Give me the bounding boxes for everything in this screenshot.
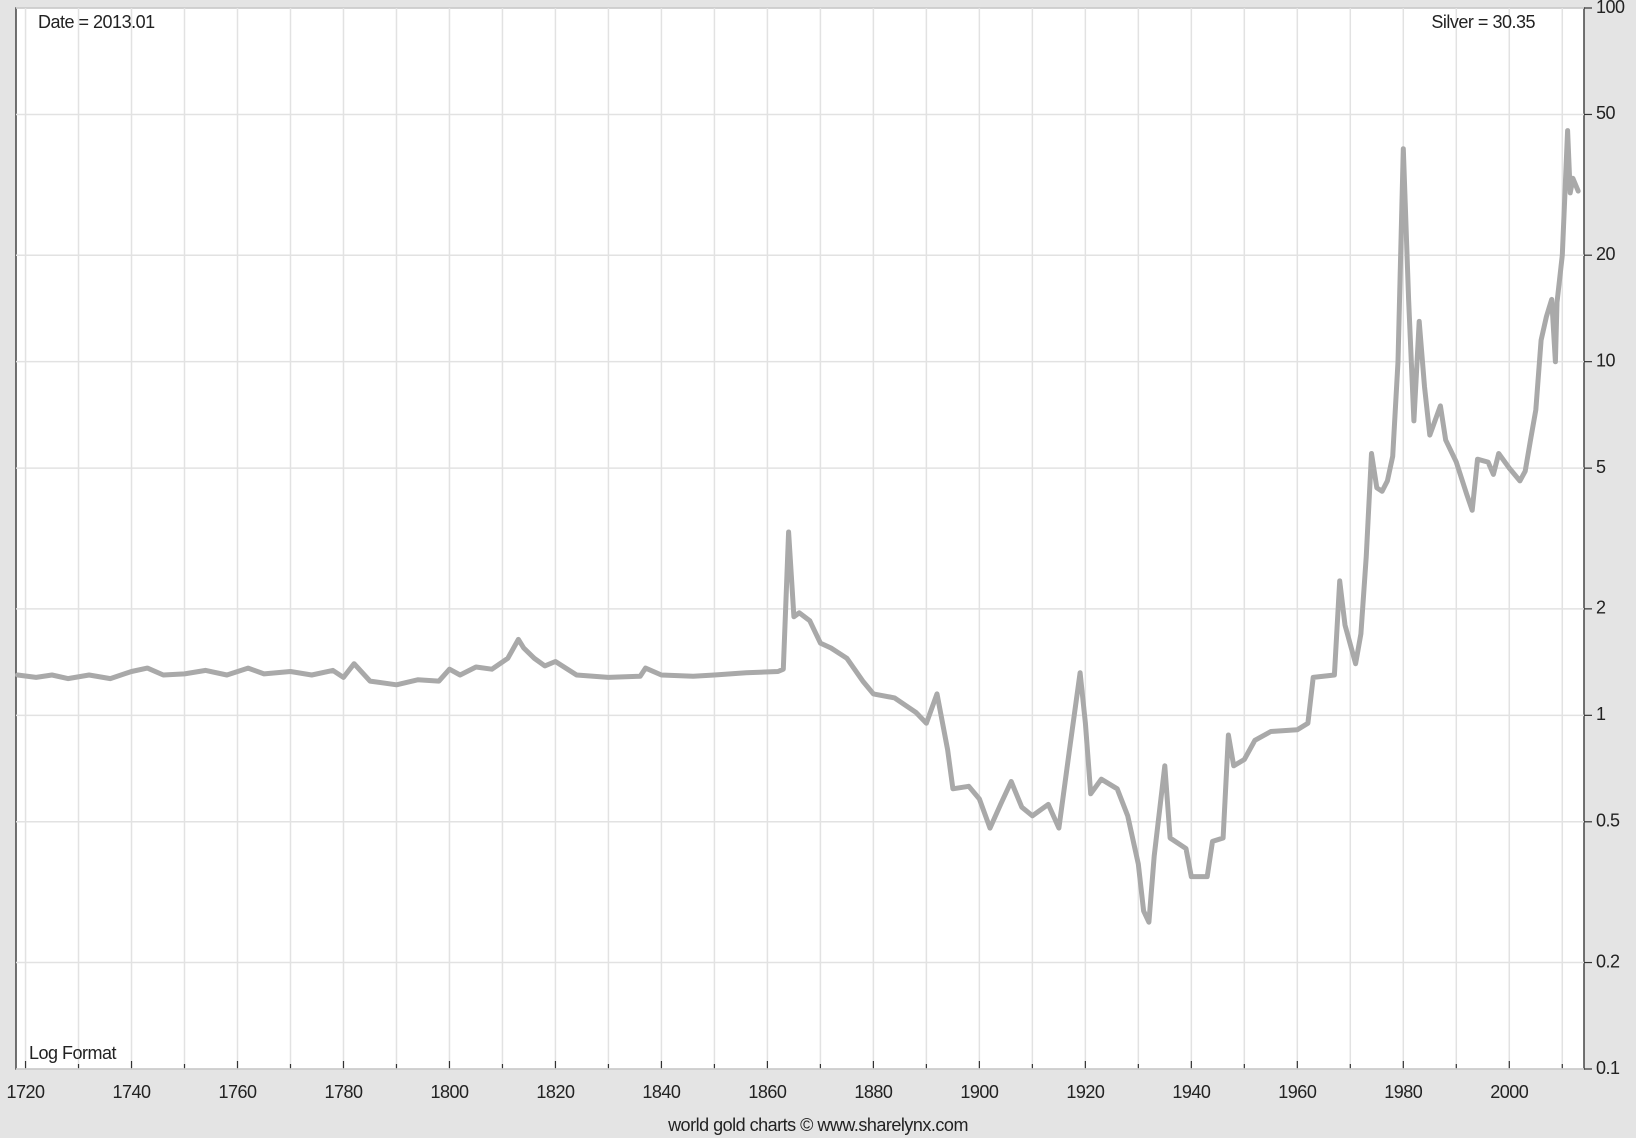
x-tick-label: 1720 (7, 1082, 46, 1102)
value-readout: Silver = 30.35 (1431, 12, 1535, 32)
grid (16, 7, 1592, 1070)
x-tick-label: 1860 (748, 1082, 787, 1102)
scale-note: Log Format (29, 1043, 117, 1063)
x-tick-label: 1840 (642, 1082, 681, 1102)
y-tick-label: 100 (1596, 0, 1625, 17)
x-tick-label: 1800 (430, 1082, 469, 1102)
x-tick-label: 1900 (960, 1082, 999, 1102)
x-tick-label: 1980 (1384, 1082, 1423, 1102)
x-tick-label: 1960 (1278, 1082, 1317, 1102)
x-tick-label: 1880 (854, 1082, 893, 1102)
y-tick-label: 1 (1596, 704, 1606, 724)
y-tick-label: 0.1 (1596, 1058, 1620, 1078)
footer: world gold charts © www.sharelynx.com (667, 1115, 968, 1135)
labels: Date = 2013.01 Silver = 30.35 Log Format… (7, 0, 1626, 1135)
price-line (15, 128, 1581, 925)
y-tick-label: 0.2 (1596, 951, 1620, 971)
y-tick-label: 20 (1596, 244, 1616, 264)
x-tick-label: 1740 (112, 1082, 151, 1102)
y-tick-label: 0.5 (1596, 811, 1620, 831)
x-tick-label: 1760 (218, 1082, 257, 1102)
x-tick-label: 1920 (1066, 1082, 1105, 1102)
x-tick-label: 1940 (1172, 1082, 1211, 1102)
y-tick-label: 2 (1596, 598, 1606, 618)
x-tick-label: 2000 (1490, 1082, 1529, 1102)
marks (15, 128, 1581, 925)
x-tick-label: 1780 (324, 1082, 363, 1102)
y-tick-label: 50 (1596, 103, 1616, 123)
y-tick-label: 5 (1596, 457, 1606, 477)
y-tick-label: 10 (1596, 350, 1616, 370)
plot-area (15, 7, 1585, 1070)
x-tick-label: 1820 (536, 1082, 575, 1102)
date-readout: Date = 2013.01 (38, 12, 155, 32)
